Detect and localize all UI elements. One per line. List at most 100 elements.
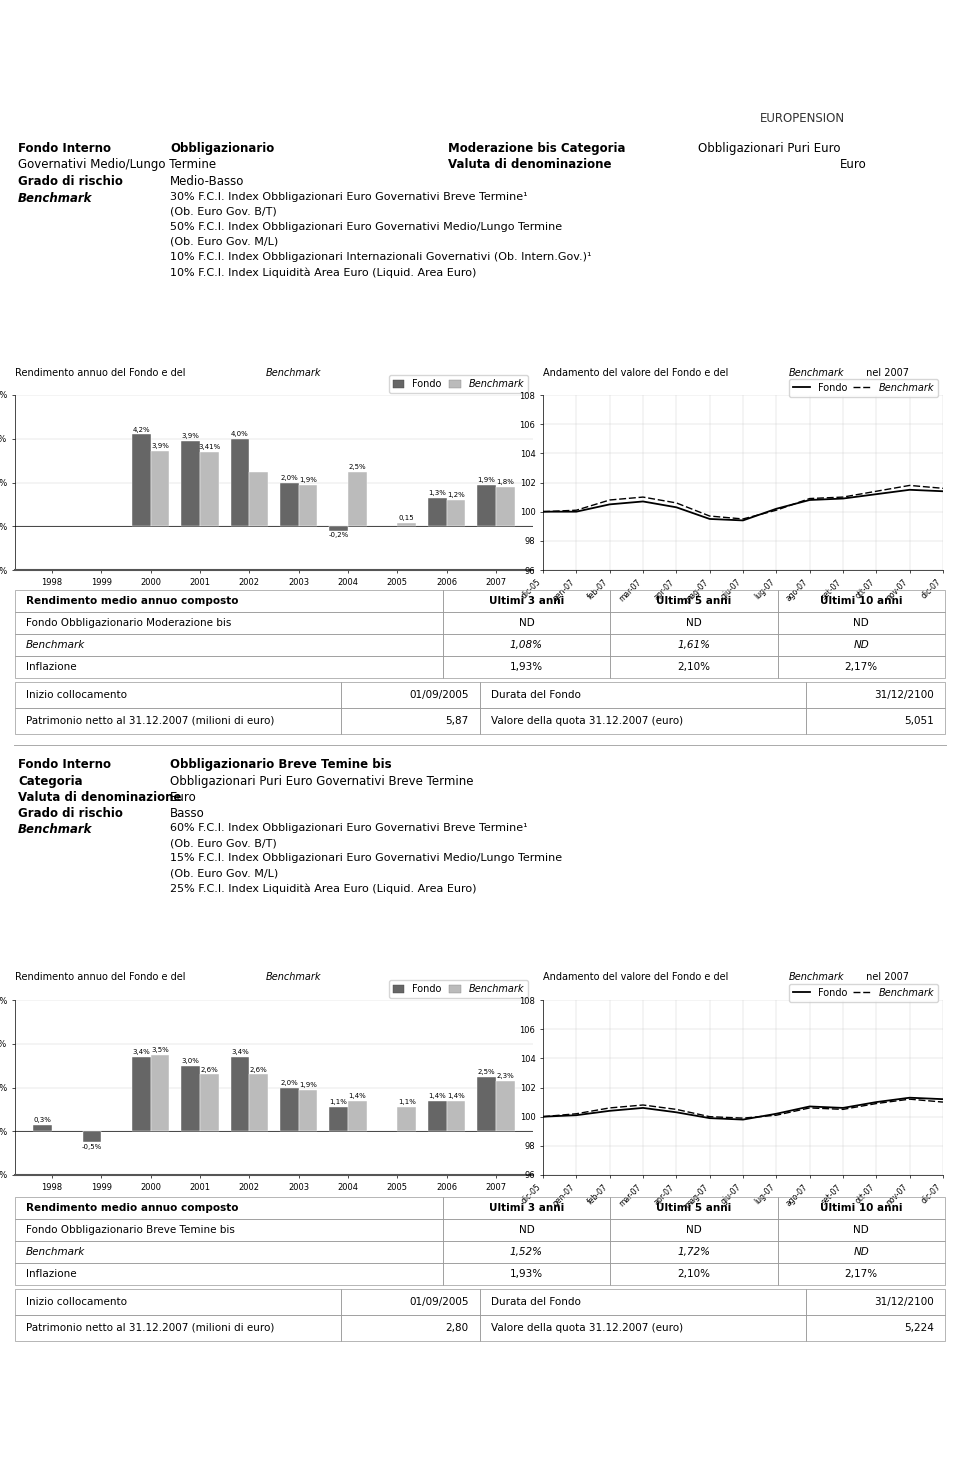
Benchmark (604, 491, 615, 509)
Bar (329, 1107, 348, 1132)
Text: Governativi Medio/Lungo Termine: Governativi Medio/Lungo Termine (18, 158, 216, 171)
Fondo (871, 485, 882, 503)
Text: 2,17%: 2,17% (845, 1269, 877, 1279)
Bar (480, 1289, 805, 1314)
Fondo (704, 1110, 715, 1127)
Bar (480, 708, 805, 734)
Line: Fondo: Fondo (543, 1098, 943, 1120)
Text: 3,5%: 3,5% (151, 1047, 169, 1053)
Text: 0,15: 0,15 (399, 515, 415, 522)
Bar (778, 656, 945, 678)
Text: 2,80: 2,80 (445, 1323, 468, 1333)
Bar (428, 1101, 446, 1132)
Text: Fondo Interno: Fondo Interno (18, 142, 111, 155)
Text: 1,8%: 1,8% (496, 480, 515, 485)
Text: 2,10%: 2,10% (678, 1269, 710, 1279)
Fondo (737, 1111, 749, 1129)
Text: Benchmark: Benchmark (266, 367, 322, 377)
Text: 2,10%: 2,10% (678, 662, 710, 673)
Text: 10% F.C.I. Index Liquidità Area Euro (Liquid. Area Euro): 10% F.C.I. Index Liquidità Area Euro (Li… (170, 268, 476, 278)
Text: Valuta di denominazione: Valuta di denominazione (18, 791, 181, 804)
Bar (496, 487, 515, 526)
Text: ND: ND (853, 618, 869, 629)
Text: 31/12/2100: 31/12/2100 (875, 690, 934, 700)
Text: 3,0%: 3,0% (181, 1058, 200, 1064)
Fondo (871, 1094, 882, 1111)
Text: Benchmark: Benchmark (789, 367, 845, 377)
Text: Ultimi 10 anni: Ultimi 10 anni (820, 1203, 902, 1213)
Fondo (671, 499, 683, 516)
Text: Benchmark: Benchmark (789, 972, 845, 982)
Text: 0,3%: 0,3% (34, 1117, 52, 1123)
Text: Grado di rischio: Grado di rischio (18, 807, 123, 820)
Text: (Ob. Euro Gov. M/L): (Ob. Euro Gov. M/L) (170, 237, 278, 247)
Text: 1,4%: 1,4% (428, 1094, 446, 1099)
Text: Ultimi 5 anni: Ultimi 5 anni (657, 596, 732, 607)
Bar (480, 681, 805, 708)
Bar (329, 526, 348, 531)
Bar (341, 1314, 480, 1341)
Benchmark (771, 1107, 782, 1124)
Text: Andamento del valore del Fondo e del: Andamento del valore del Fondo e del (543, 972, 732, 982)
Bar (151, 450, 169, 526)
Text: 1,3%: 1,3% (428, 490, 446, 496)
Bar (778, 613, 945, 635)
Bar (397, 523, 416, 526)
Text: 31/12/2100: 31/12/2100 (875, 1297, 934, 1307)
Bar (34, 1124, 52, 1132)
Text: nel 2007: nel 2007 (863, 367, 909, 377)
Text: Valuta di denominazione: Valuta di denominazione (448, 158, 612, 171)
Bar (443, 635, 611, 656)
Bar (611, 1241, 778, 1263)
Text: ☆: ☆ (803, 38, 829, 66)
Text: 1,61%: 1,61% (678, 640, 710, 651)
Text: Patrimonio netto al 31.12.2007 (milioni di euro): Patrimonio netto al 31.12.2007 (milioni … (26, 1323, 275, 1333)
Text: Benchmark: Benchmark (266, 972, 322, 982)
Bar (778, 1219, 945, 1241)
Text: nel 2007: nel 2007 (863, 972, 909, 982)
Benchmark (538, 503, 549, 520)
Text: 1,52%: 1,52% (510, 1247, 543, 1257)
Bar (446, 1101, 466, 1132)
Text: 2,5%: 2,5% (348, 463, 366, 469)
Text: -0,5%: -0,5% (82, 1143, 102, 1151)
Bar (132, 1057, 151, 1132)
Fondo (804, 1098, 815, 1116)
Text: Benchmark: Benchmark (18, 192, 92, 205)
Text: 2,3%: 2,3% (496, 1073, 515, 1079)
Text: 2,0%: 2,0% (280, 1080, 299, 1086)
Text: 2,6%: 2,6% (250, 1067, 268, 1073)
Text: 30% F.C.I. Index Obbligazionari Euro Governativi Breve Termine¹: 30% F.C.I. Index Obbligazionari Euro Gov… (170, 192, 528, 202)
Legend: Fondo, Benchmark: Fondo, Benchmark (389, 981, 528, 999)
Bar (15, 1314, 341, 1341)
Text: ND: ND (686, 618, 702, 629)
Text: 1,93%: 1,93% (510, 1269, 543, 1279)
Bar (443, 613, 611, 635)
Text: Benchmark: Benchmark (18, 823, 92, 836)
Bar (200, 452, 219, 526)
Text: 1,08%: 1,08% (510, 640, 543, 651)
Text: Categoria: Categoria (18, 775, 83, 788)
Benchmark (538, 1108, 549, 1126)
Text: 1,4%: 1,4% (447, 1094, 465, 1099)
Bar (480, 1314, 805, 1341)
Text: 1,93%: 1,93% (510, 662, 543, 673)
Text: Benchmark: Benchmark (26, 640, 85, 651)
Fondo (671, 1104, 683, 1121)
Bar (200, 1075, 219, 1132)
Bar (397, 1107, 416, 1132)
Text: Ultimi 5 anni: Ultimi 5 anni (657, 1203, 732, 1213)
Text: 1,9%: 1,9% (300, 1082, 317, 1088)
Benchmark (804, 490, 815, 507)
Text: Andamento del valore del Fondo e del: Andamento del valore del Fondo e del (543, 367, 732, 377)
Text: -0,2%: -0,2% (328, 532, 348, 538)
Benchmark (570, 1105, 582, 1123)
Fondo (604, 1102, 615, 1120)
Bar (132, 434, 151, 526)
Text: Fondo Obbligazionario Breve Temine bis: Fondo Obbligazionario Breve Temine bis (26, 1225, 235, 1235)
Text: Rendimento medio annuo composto: Rendimento medio annuo composto (26, 596, 239, 607)
Bar (83, 1132, 102, 1142)
Bar (250, 472, 268, 526)
Benchmark (704, 1108, 715, 1126)
Benchmark (837, 488, 849, 506)
